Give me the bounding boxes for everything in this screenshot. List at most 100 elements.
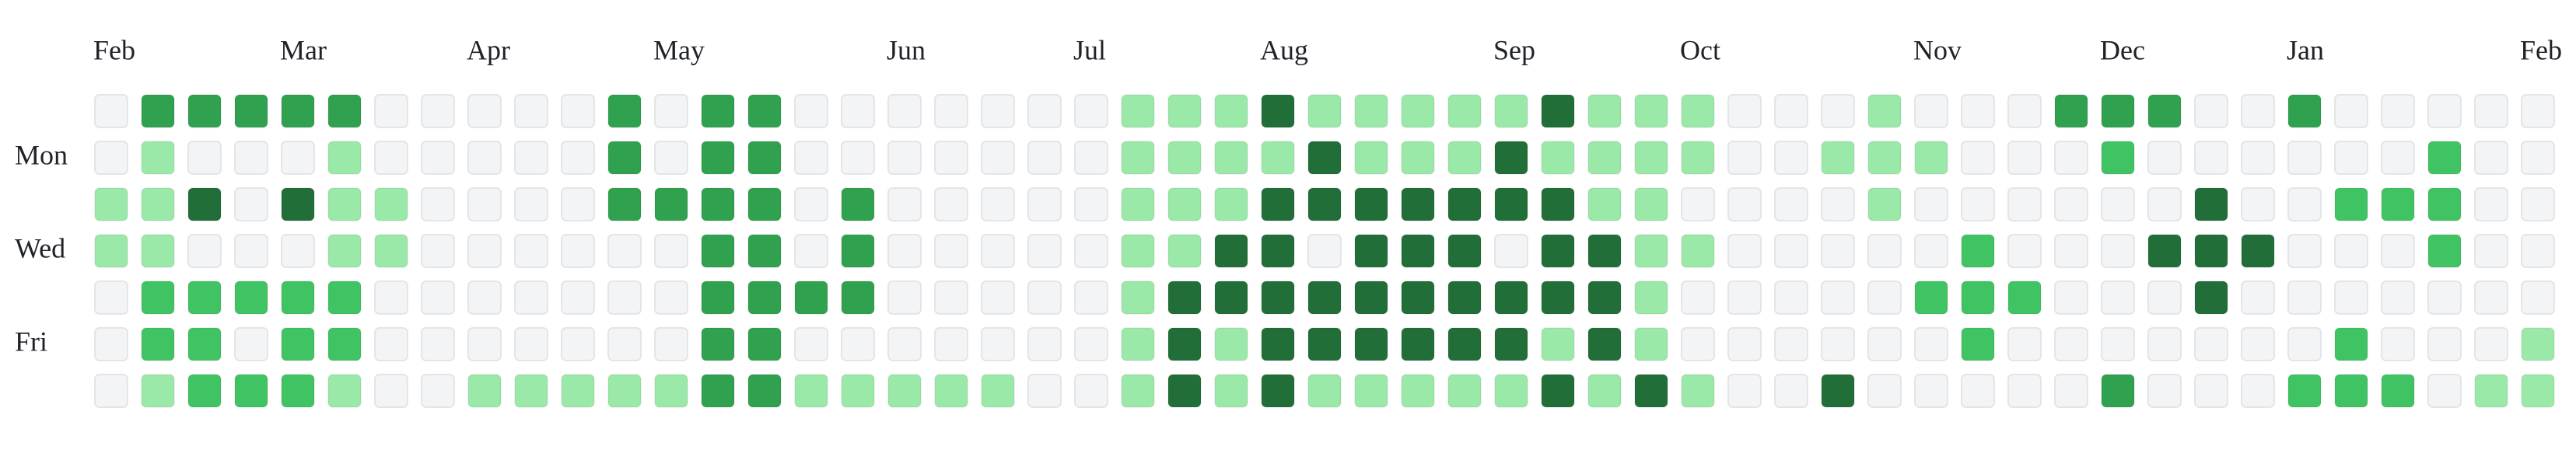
day-cell bbox=[2287, 374, 2322, 408]
day-cell bbox=[2101, 141, 2135, 175]
day-cell bbox=[374, 141, 408, 175]
day-cell bbox=[1027, 327, 1062, 361]
day-cell bbox=[887, 327, 922, 361]
day-cell bbox=[1121, 187, 1155, 221]
day-cell bbox=[141, 187, 175, 221]
day-cell bbox=[981, 234, 1015, 268]
day-cell bbox=[1167, 141, 1202, 175]
day-cell bbox=[2474, 141, 2508, 175]
day-cell bbox=[934, 374, 968, 408]
day-cell bbox=[1867, 234, 1902, 268]
day-cell bbox=[1027, 141, 1062, 175]
day-cell bbox=[2007, 141, 2042, 175]
day-cell bbox=[1914, 281, 1948, 315]
day-cell bbox=[187, 374, 222, 408]
day-cell bbox=[327, 141, 362, 175]
day-cell bbox=[187, 234, 222, 268]
day-cell bbox=[1681, 94, 1715, 128]
day-cell bbox=[1121, 94, 1155, 128]
day-cell bbox=[141, 374, 175, 408]
day-cell bbox=[887, 281, 922, 315]
day-cell bbox=[1307, 141, 1342, 175]
day-cell bbox=[607, 374, 642, 408]
day-cell bbox=[2101, 234, 2135, 268]
day-cell bbox=[701, 234, 735, 268]
day-cell bbox=[794, 327, 828, 361]
day-cell bbox=[2054, 281, 2088, 315]
day-cell bbox=[2007, 234, 2042, 268]
day-cell bbox=[187, 94, 222, 128]
day-cell bbox=[2054, 374, 2088, 408]
day-cell bbox=[1914, 94, 1948, 128]
day-cell bbox=[421, 94, 455, 128]
day-cell bbox=[2194, 327, 2228, 361]
day-cell bbox=[1027, 94, 1062, 128]
day-cell bbox=[841, 141, 875, 175]
day-cell bbox=[1541, 327, 1575, 361]
day-cell bbox=[934, 187, 968, 221]
day-cell bbox=[1354, 94, 1388, 128]
day-cell bbox=[841, 281, 875, 315]
day-cell bbox=[281, 234, 315, 268]
day-cell bbox=[1214, 281, 1248, 315]
day-cell bbox=[1821, 374, 1855, 408]
day-cell bbox=[1961, 187, 1995, 221]
day-cell bbox=[234, 234, 268, 268]
day-cell bbox=[327, 187, 362, 221]
day-cell bbox=[421, 374, 455, 408]
day-cell bbox=[1727, 281, 1762, 315]
day-cell bbox=[94, 281, 128, 315]
day-cell bbox=[2147, 187, 2182, 221]
day-cell bbox=[1634, 141, 1668, 175]
day-cell bbox=[1727, 94, 1762, 128]
day-cell bbox=[1401, 94, 1435, 128]
day-cell bbox=[467, 327, 502, 361]
day-cell bbox=[1447, 374, 1482, 408]
day-cell bbox=[981, 187, 1015, 221]
day-cell bbox=[2194, 281, 2228, 315]
day-cell bbox=[94, 327, 128, 361]
day-cell bbox=[2381, 94, 2415, 128]
day-cell bbox=[2521, 281, 2555, 315]
day-cell bbox=[2101, 327, 2135, 361]
day-cell bbox=[141, 327, 175, 361]
month-label: Dec bbox=[2100, 34, 2145, 65]
day-cell bbox=[1027, 234, 1062, 268]
month-label: Mar bbox=[280, 34, 327, 65]
day-cell bbox=[421, 141, 455, 175]
day-cell bbox=[1727, 234, 1762, 268]
day-cell bbox=[1354, 281, 1388, 315]
day-cell bbox=[1867, 94, 1902, 128]
month-label: Feb bbox=[2520, 34, 2562, 65]
day-cell bbox=[1727, 187, 1762, 221]
day-cell bbox=[327, 94, 362, 128]
day-cell bbox=[1307, 327, 1342, 361]
day-cell bbox=[2521, 374, 2555, 408]
day-cell bbox=[2334, 374, 2368, 408]
day-cell bbox=[654, 187, 688, 221]
day-cell bbox=[934, 234, 968, 268]
day-cell bbox=[887, 234, 922, 268]
day-cell bbox=[2381, 374, 2415, 408]
day-cell bbox=[2334, 141, 2368, 175]
day-cell bbox=[1354, 327, 1388, 361]
day-cell bbox=[514, 327, 548, 361]
day-cell bbox=[2241, 327, 2275, 361]
day-cell bbox=[2381, 281, 2415, 315]
day-cell bbox=[561, 94, 595, 128]
day-cell bbox=[1821, 187, 1855, 221]
day-cell bbox=[421, 234, 455, 268]
day-cell bbox=[1074, 234, 1108, 268]
day-cell bbox=[1167, 374, 1202, 408]
day-cell bbox=[654, 374, 688, 408]
day-cell bbox=[2334, 94, 2368, 128]
day-cell bbox=[1121, 374, 1155, 408]
day-cell bbox=[2194, 374, 2228, 408]
day-cell bbox=[1727, 141, 1762, 175]
day-cell bbox=[234, 281, 268, 315]
day-cell bbox=[2054, 187, 2088, 221]
day-cell bbox=[2287, 327, 2322, 361]
day-cell bbox=[1261, 281, 1295, 315]
day-cell bbox=[2054, 94, 2088, 128]
